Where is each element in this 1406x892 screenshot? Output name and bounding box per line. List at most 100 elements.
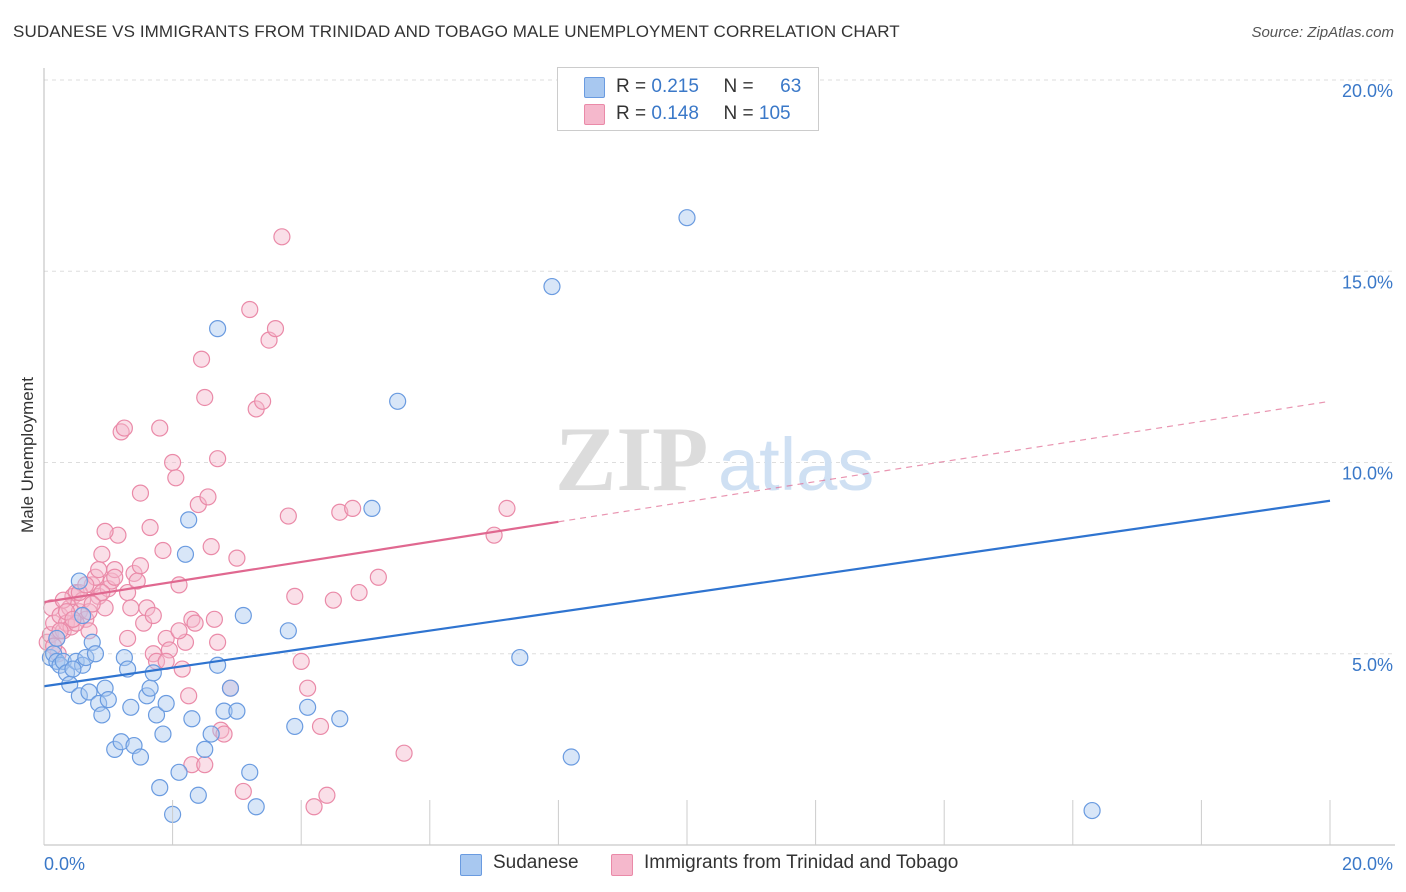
sudanese-point bbox=[209, 320, 227, 338]
trinidad-point bbox=[131, 484, 150, 502]
legend-text: R = 0.215 N = 63 bbox=[616, 76, 802, 97]
trinidad-point bbox=[331, 503, 349, 521]
sudanese-point bbox=[77, 648, 95, 667]
trinidad-point bbox=[83, 595, 101, 613]
trinidad-point bbox=[196, 388, 214, 407]
sudanese-point bbox=[215, 702, 233, 720]
sudanese-point bbox=[99, 691, 117, 709]
trinidad-point bbox=[186, 614, 204, 632]
legend-label-sudanese: Sudanese bbox=[493, 852, 579, 873]
sudanese-point bbox=[247, 798, 265, 816]
trinidad-point bbox=[254, 392, 272, 410]
trinidad-point bbox=[106, 568, 124, 586]
trinidad-point bbox=[154, 541, 172, 560]
sudanese-point bbox=[154, 725, 172, 743]
trinidad-point bbox=[183, 756, 201, 774]
trinidad-point bbox=[118, 629, 137, 648]
legend-swatch-blue bbox=[584, 77, 605, 98]
sudanese-point bbox=[189, 786, 207, 804]
sudanese-point bbox=[228, 702, 246, 720]
legend-swatch-pink bbox=[611, 854, 633, 876]
legend-label-trinidad: Immigrants from Trinidad and Tobago bbox=[644, 852, 959, 873]
trinidad-point bbox=[318, 786, 336, 804]
watermark: ZIP atlas bbox=[555, 408, 874, 510]
trinidad-point bbox=[350, 583, 368, 602]
sudanese-point bbox=[562, 748, 580, 766]
sudanese-point bbox=[299, 698, 317, 716]
sudanese-point bbox=[389, 392, 407, 410]
trinidad-point bbox=[141, 518, 159, 537]
sudanese-point bbox=[543, 277, 561, 296]
watermark-zip: ZIP bbox=[555, 408, 708, 510]
trinidad-point bbox=[485, 526, 503, 544]
trinidad-point bbox=[151, 419, 169, 437]
legend-swatch-pink bbox=[584, 104, 605, 125]
trinidad-point bbox=[122, 599, 140, 617]
sudanese-trend-line bbox=[43, 499, 1331, 688]
trinidad-point bbox=[209, 450, 227, 468]
sudanese-point bbox=[678, 209, 696, 227]
x-tick-label: 0.0% bbox=[44, 854, 85, 874]
trinidad-point bbox=[205, 610, 223, 628]
sudanese-point bbox=[70, 687, 88, 705]
trinidad-point bbox=[199, 488, 217, 506]
sudanese-point bbox=[80, 683, 98, 701]
y-tick-label: 20.0% bbox=[1342, 81, 1393, 101]
y-tick-label: 15.0% bbox=[1342, 272, 1393, 292]
sudanese-point bbox=[93, 706, 111, 724]
trinidad-trend-extension bbox=[558, 400, 1331, 523]
trinidad-point bbox=[395, 744, 413, 762]
sudanese-point bbox=[286, 717, 304, 736]
sudanese-point bbox=[180, 511, 198, 529]
trinidad-point bbox=[173, 660, 191, 678]
trinidad-point bbox=[234, 782, 252, 801]
sudanese-point bbox=[86, 645, 105, 663]
trinidad-point bbox=[96, 522, 114, 540]
sudanese-point bbox=[112, 733, 130, 751]
trinidad-point bbox=[266, 320, 285, 338]
trinidad-point bbox=[192, 350, 211, 368]
sudanese-point bbox=[1083, 801, 1101, 820]
trinidad-point bbox=[299, 679, 317, 697]
sudanese-point bbox=[141, 679, 159, 697]
sudanese-point bbox=[363, 499, 381, 517]
trinidad-point bbox=[180, 687, 198, 705]
x-tick-label: 20.0% bbox=[1342, 854, 1393, 874]
chart-title: SUDANESE VS IMMIGRANTS FROM TRINIDAD AND… bbox=[13, 22, 900, 41]
trinidad-point bbox=[292, 652, 310, 671]
sudanese-point bbox=[147, 706, 166, 724]
legend-swatch-blue bbox=[460, 854, 482, 876]
sudanese-point bbox=[70, 572, 88, 590]
trinidad-point bbox=[170, 622, 188, 640]
legend-stats: R = 0.215 N = 63 R = 0.148 N = 105 bbox=[557, 67, 819, 131]
sudanese-point bbox=[279, 622, 297, 640]
sudanese-point bbox=[122, 698, 140, 716]
trinidad-point bbox=[344, 499, 362, 517]
sudanese-point bbox=[151, 779, 169, 797]
chart-source: Source: ZipAtlas.com bbox=[1251, 24, 1394, 41]
watermark-atlas: atlas bbox=[718, 423, 874, 506]
sudanese-point bbox=[176, 545, 195, 563]
y-axis-label: Male Unemployment bbox=[18, 377, 37, 533]
trinidad-point bbox=[202, 538, 220, 556]
sudanese-point bbox=[64, 660, 82, 678]
sudanese-point bbox=[170, 763, 188, 781]
sudanese-point bbox=[144, 664, 162, 682]
y-tick-label: 10.0% bbox=[1342, 464, 1393, 484]
trinidad-point bbox=[305, 798, 323, 816]
sudanese-point bbox=[48, 629, 66, 648]
sudanese-point bbox=[157, 694, 175, 713]
sudanese-point bbox=[241, 763, 259, 781]
trinidad-point bbox=[498, 499, 516, 517]
legend-text: R = 0.148 N = 105 bbox=[616, 103, 791, 124]
sudanese-point bbox=[196, 740, 214, 758]
trinidad-point bbox=[64, 610, 82, 628]
trinidad-point bbox=[273, 228, 291, 246]
trinidad-point bbox=[311, 717, 330, 736]
trinidad-point bbox=[215, 725, 233, 743]
sudanese-point bbox=[511, 648, 529, 667]
trinidad-point bbox=[115, 419, 133, 437]
trinidad-point bbox=[324, 591, 342, 609]
sudanese-point bbox=[234, 606, 252, 625]
